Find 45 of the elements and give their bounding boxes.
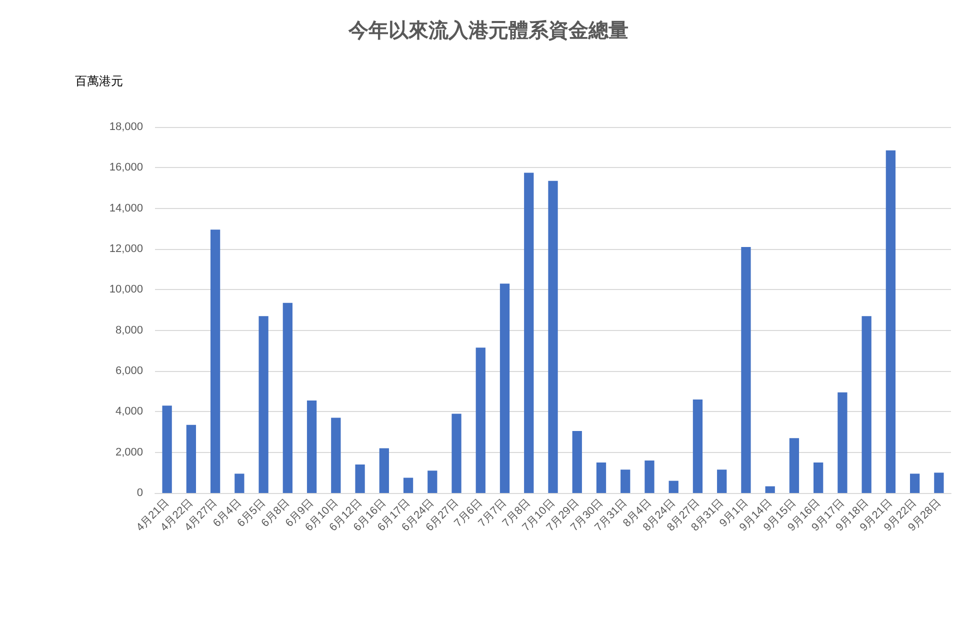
bar bbox=[741, 246, 751, 493]
bar bbox=[572, 430, 582, 493]
bar bbox=[210, 230, 220, 493]
bar bbox=[428, 470, 438, 493]
bar bbox=[838, 392, 848, 493]
bar bbox=[379, 448, 389, 493]
bar bbox=[452, 414, 462, 493]
bar bbox=[403, 478, 414, 493]
bar bbox=[668, 480, 678, 493]
y-tick-label: 16,000 bbox=[109, 162, 143, 174]
bar bbox=[548, 180, 558, 493]
bar bbox=[500, 284, 510, 493]
bar bbox=[717, 470, 727, 493]
bar bbox=[765, 486, 775, 493]
bar bbox=[331, 418, 341, 493]
y-tick-label: 12,000 bbox=[109, 243, 143, 255]
bar bbox=[814, 462, 824, 493]
bar bbox=[186, 424, 196, 493]
y-tick-label: 4,000 bbox=[115, 406, 143, 418]
bar bbox=[862, 316, 872, 493]
bar bbox=[886, 150, 896, 493]
y-tick-label: 0 bbox=[136, 487, 143, 499]
y-tick-label: 10,000 bbox=[109, 284, 143, 296]
bar bbox=[789, 438, 800, 493]
bar bbox=[524, 172, 534, 493]
y-axis-title: 百萬港元 bbox=[75, 74, 123, 88]
bar bbox=[355, 464, 365, 493]
y-tick-label: 2,000 bbox=[115, 446, 143, 458]
bar bbox=[282, 302, 292, 493]
y-tick-label: 18,000 bbox=[109, 121, 143, 133]
y-tick-label: 8,000 bbox=[115, 324, 143, 336]
bar bbox=[644, 460, 654, 493]
bar bbox=[692, 399, 703, 493]
bar bbox=[234, 474, 244, 493]
y-tick-label: 14,000 bbox=[109, 202, 143, 214]
bar bbox=[476, 348, 486, 493]
chart-title: 今年以來流入港元體系資金總量 bbox=[348, 19, 628, 42]
bar bbox=[620, 470, 630, 493]
y-tick-label: 6,000 bbox=[115, 365, 143, 377]
bar bbox=[162, 406, 172, 493]
bar bbox=[596, 462, 606, 493]
bar bbox=[910, 474, 920, 493]
bar bbox=[306, 400, 317, 493]
bar bbox=[934, 472, 944, 493]
bar bbox=[258, 316, 268, 493]
